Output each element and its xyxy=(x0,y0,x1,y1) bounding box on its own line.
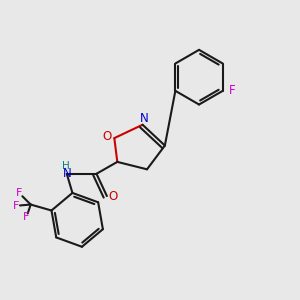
Text: N: N xyxy=(62,167,71,180)
Text: F: F xyxy=(23,212,29,222)
Text: N: N xyxy=(140,112,148,125)
Text: F: F xyxy=(229,84,236,98)
Text: O: O xyxy=(109,190,118,202)
Text: H: H xyxy=(62,161,70,171)
Text: F: F xyxy=(16,188,22,198)
Text: F: F xyxy=(13,201,20,211)
Text: O: O xyxy=(102,130,112,143)
